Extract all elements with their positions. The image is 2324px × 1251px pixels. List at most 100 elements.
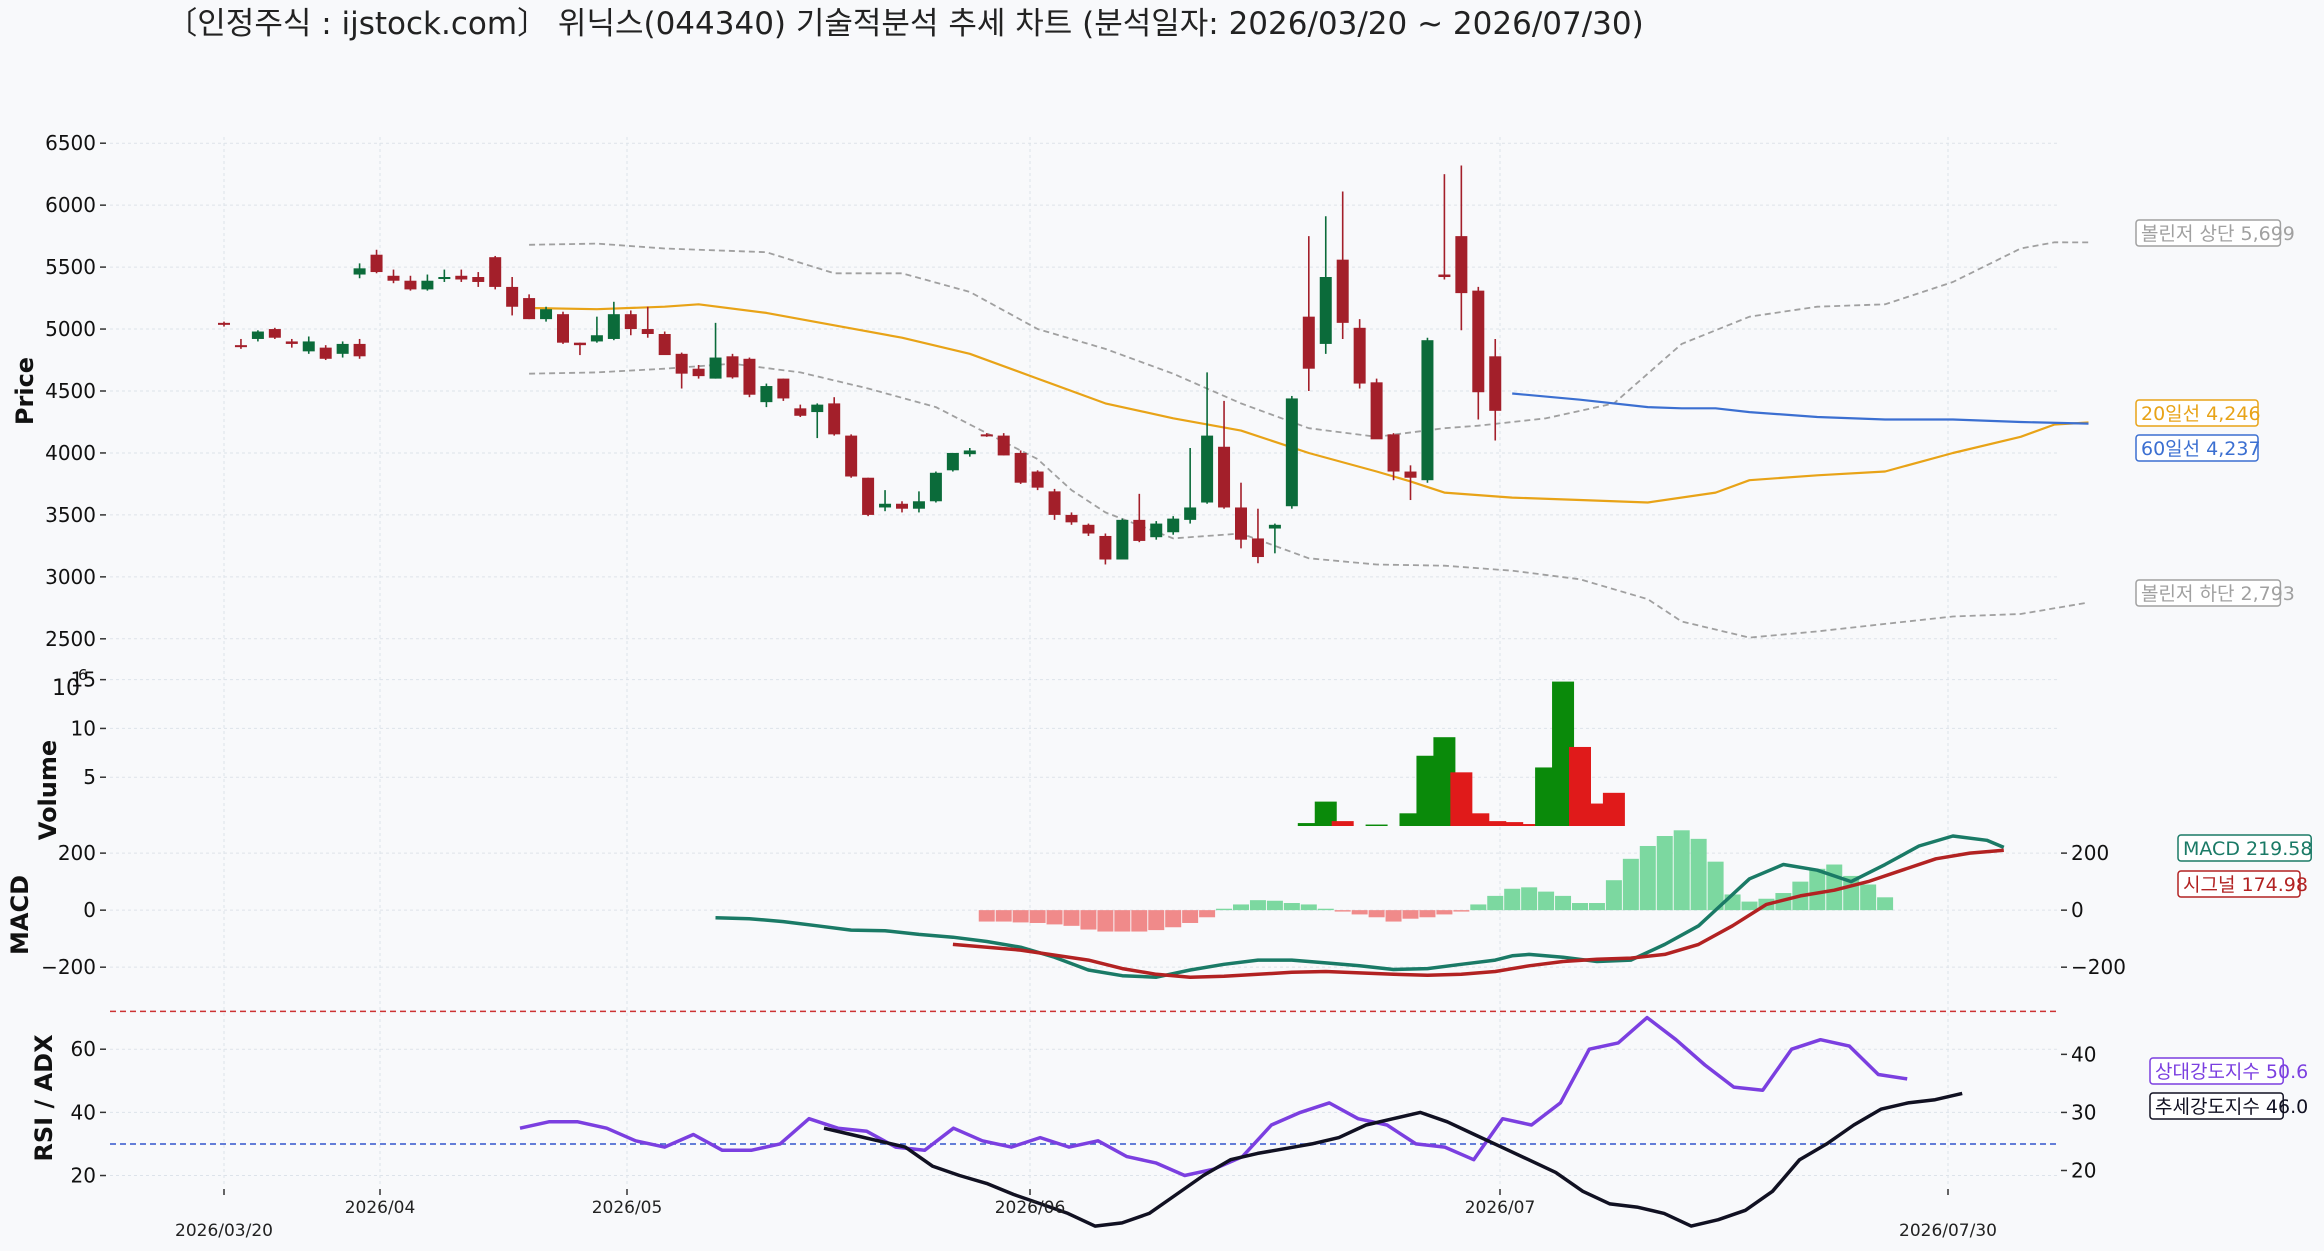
candle-down [726,356,739,378]
y-tick-label: 2500 [45,627,96,651]
label-bollinger-lower-box [2135,579,2282,607]
label-macd: MACD 219.58 [2183,838,2312,860]
y-tick-label: 3000 [45,565,96,589]
candle-down [1218,446,1231,508]
volume-bar-down [1569,746,1591,826]
macd-histogram-bar [1249,900,1266,911]
volume-scale-exponent: 6 [78,666,88,684]
macd-histogram-bar [1588,903,1605,911]
macd-histogram-bar [1741,901,1758,911]
macd-histogram-bar [1402,910,1419,919]
candle-down [641,329,654,335]
candle-down [234,345,247,348]
volume-bar-up [1552,681,1575,826]
macd-line [715,834,2005,979]
macd-histogram-bar [1470,904,1487,911]
candle-down [624,314,637,330]
macd-histogram-bar [978,910,995,922]
volume-panel [1297,681,1625,826]
candle-up [811,404,824,413]
volume-bar-down [1467,813,1490,826]
label-macd-box [2177,834,2312,862]
candle-down [370,254,383,273]
macd-histogram-bar [1334,910,1351,912]
candle-down [1336,259,1349,323]
rsi-adx-panel [110,1010,2057,1228]
candle-down [980,434,993,437]
right-y-tick-label: 20 [2071,1158,2096,1182]
macd-histogram-bar [1131,910,1148,932]
macd-histogram-bar [1622,858,1639,911]
volume-bar-down [1518,824,1541,826]
macd-histogram-bar [1521,887,1538,911]
ma20-line [529,303,2089,504]
candle-up [760,386,773,403]
volume-bar-down [1602,792,1625,826]
ma60-line [1512,392,2089,425]
right-y-tick-label: 30 [2071,1100,2096,1124]
volume-bar-up [1297,823,1320,826]
macd-histogram-bar [1046,910,1063,925]
candle-down [1472,290,1485,393]
candle-up [438,277,451,280]
volume-bar-up [1314,801,1337,826]
candle-up [1319,277,1332,344]
candle-up [353,268,366,275]
label-ma60: 60일선 4,237 [2141,438,2261,460]
x-tick-label: 2026/05 [592,1198,663,1218]
grid-layer [110,137,2057,1185]
macd-histogram-bar [1605,880,1622,911]
y-tick-label: 6000 [45,193,96,217]
macd-histogram-bar [1233,904,1249,911]
volume-axis-label: Volume [34,740,62,840]
signal-line [952,848,2004,979]
macd-histogram-bar [1504,888,1521,911]
macd-histogram-bar [1639,845,1656,911]
label-rsi-box [2149,1057,2284,1085]
candle-up [540,309,553,320]
candle-up [709,357,722,379]
volume-bar-up [1365,824,1388,826]
macd-histogram-bar [1063,910,1080,926]
label-ma20-box [2135,399,2259,427]
macd-histogram-bar [1283,903,1300,911]
candle-down [1455,236,1468,294]
candle-down [557,314,569,343]
candle-down [489,257,502,287]
candle-down [1133,519,1146,541]
y-tick-label: 4000 [45,441,96,465]
label-adx: 추세강도지수 46.0 [2155,1096,2308,1118]
macd-histogram-bar [1419,910,1436,918]
macd-histogram-bar [1165,910,1182,928]
candle-down [1014,452,1027,483]
macd-histogram-bar [995,910,1012,922]
candle-up [963,450,976,455]
macd-histogram-bar [1877,897,1894,911]
y-tick-label: 3500 [45,503,96,527]
y-tick-label: 200 [58,841,96,865]
y-tick-label: 6500 [45,131,96,155]
candle-up [879,503,892,508]
right-y-tick-label: 200 [2071,841,2109,865]
y-tick-label: 5000 [45,317,96,341]
candle-up [590,335,603,342]
candle-down [387,275,400,281]
macd-histogram-bar [1385,910,1402,922]
volume-bar-down [1331,821,1354,826]
label-signal-box [2177,870,2301,898]
candle-up [1150,523,1163,538]
candle-up [1184,507,1197,520]
candle-down [353,343,366,357]
candle-down [1370,382,1383,440]
y-tick-label: 20 [71,1164,96,1188]
volume-bar-down [1450,772,1473,826]
bollinger-lower-line [529,362,2089,639]
candle-down [285,341,298,344]
macd-histogram-bar [1148,910,1165,931]
candle-up [1268,524,1281,529]
candle-up [251,331,264,339]
candle-down [1302,316,1315,369]
volume-bar-up [1416,755,1439,826]
price-panel [218,165,2089,639]
volume-bar-up [1535,767,1558,826]
